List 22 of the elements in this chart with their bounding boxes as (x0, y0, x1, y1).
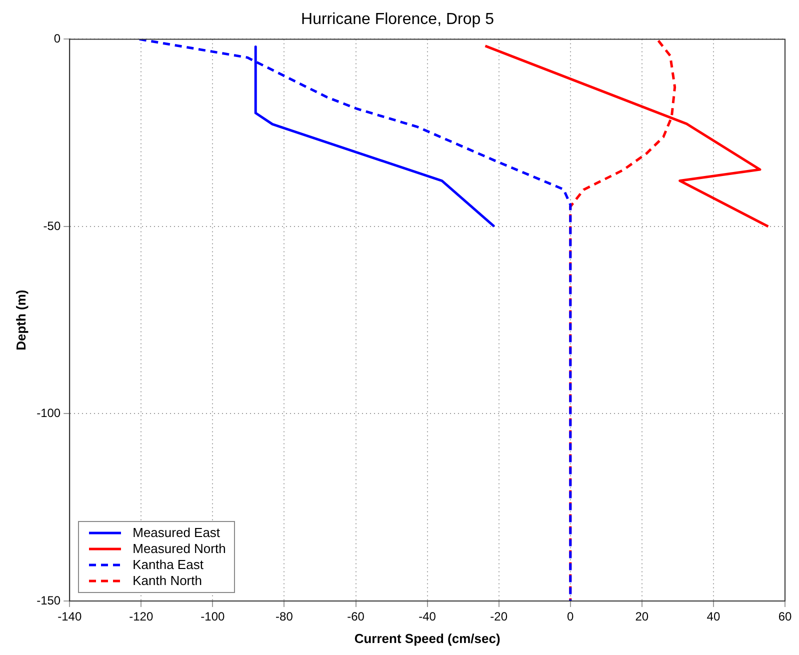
legend-label: Kantha East (132, 557, 204, 573)
x-tick-label: -100 (200, 610, 226, 624)
y-tick-label: -50 (43, 218, 61, 233)
y-tick-label: 0 (54, 32, 61, 46)
x-tick-label: -120 (129, 610, 154, 624)
chart-title: Hurricane Florence, Drop 5 (301, 11, 494, 28)
x-tick-label: 20 (635, 610, 649, 624)
x-tick-label: -20 (490, 610, 508, 624)
x-tick-label: 40 (706, 610, 720, 624)
x-tick-label: -140 (58, 610, 82, 624)
legend-label: Measured North (132, 541, 226, 557)
legend-label: Measured East (132, 525, 220, 541)
legend-label: Kanth North (132, 573, 202, 589)
y-tick-label: -100 (36, 406, 61, 420)
x-tick-label: -80 (276, 610, 294, 624)
x-tick-label: -60 (347, 610, 365, 624)
x-tick-label: -40 (418, 610, 436, 624)
x-axis-title: Current Speed (cm/sec) (354, 630, 500, 646)
x-tick-label: 0 (567, 610, 574, 624)
y-axis-title: Depth (m) (13, 290, 28, 350)
x-tick-label: 60 (778, 610, 792, 624)
y-tick-label: -150 (36, 593, 61, 608)
